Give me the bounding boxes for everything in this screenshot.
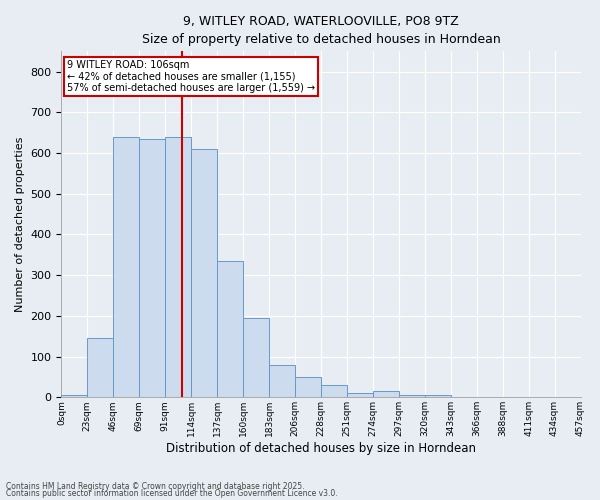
Bar	[347, 393, 373, 398]
Text: 9 WITLEY ROAD: 106sqm
← 42% of detached houses are smaller (1,155)
57% of semi-d: 9 WITLEY ROAD: 106sqm ← 42% of detached …	[67, 60, 315, 93]
Bar	[321, 385, 347, 398]
Bar	[191, 149, 217, 398]
Bar	[399, 396, 425, 398]
Bar	[113, 137, 139, 398]
Bar	[139, 139, 165, 398]
Bar	[217, 261, 243, 398]
Bar	[61, 396, 88, 398]
Y-axis label: Number of detached properties: Number of detached properties	[15, 136, 25, 312]
Bar	[165, 137, 191, 398]
Bar	[295, 377, 321, 398]
X-axis label: Distribution of detached houses by size in Horndean: Distribution of detached houses by size …	[166, 442, 476, 455]
Title: 9, WITLEY ROAD, WATERLOOVILLE, PO8 9TZ
Size of property relative to detached hou: 9, WITLEY ROAD, WATERLOOVILLE, PO8 9TZ S…	[142, 15, 500, 46]
Bar	[243, 318, 269, 398]
Bar	[425, 396, 451, 398]
Text: Contains HM Land Registry data © Crown copyright and database right 2025.: Contains HM Land Registry data © Crown c…	[6, 482, 305, 491]
Bar	[269, 364, 295, 398]
Bar	[88, 338, 113, 398]
Bar	[373, 391, 399, 398]
Text: Contains public sector information licensed under the Open Government Licence v3: Contains public sector information licen…	[6, 489, 338, 498]
